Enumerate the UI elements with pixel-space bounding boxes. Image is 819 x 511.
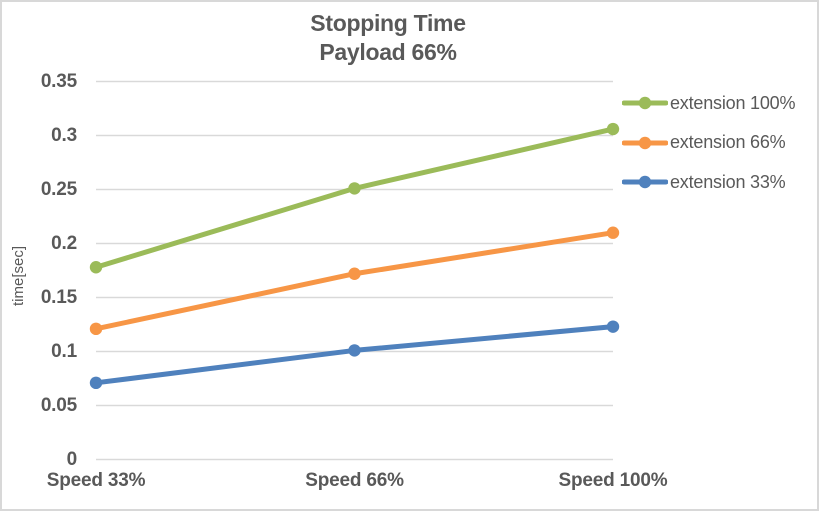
legend-label: extension 33%: [670, 171, 786, 192]
y-tick-label: 0.1: [51, 340, 77, 362]
data-point-marker: [348, 344, 361, 357]
chart-title-block: Stopping Time Payload 66%: [0, 9, 776, 67]
data-point-marker: [606, 320, 620, 333]
data-point-marker: [348, 182, 361, 195]
data-point-marker: [89, 376, 103, 390]
x-category-label: Speed 33%: [46, 470, 146, 491]
y-tick-label: 0.3: [51, 124, 77, 146]
data-point-marker: [89, 322, 103, 336]
y-tick-label: 0.2: [51, 232, 77, 254]
data-point-marker: [89, 261, 103, 274]
y-axis-tick-labels: 0 0.05 0.1 0.15 0.2 0.25 0.3 0.35: [0, 0, 77, 511]
data-point-marker: [606, 226, 620, 239]
x-category-label: Speed 66%: [305, 470, 404, 491]
x-category-label: Speed 100%: [558, 470, 668, 491]
y-tick-label: 0.35: [40, 70, 77, 92]
legend-key-icon: [622, 96, 668, 110]
legend-item-extension-100: extension 100%: [622, 90, 795, 116]
legend-item-extension-33: extension 33%: [622, 169, 786, 195]
legend-key-icon: [622, 136, 668, 149]
y-tick-label: 0.05: [40, 394, 77, 416]
data-point-marker: [348, 267, 361, 280]
series-extension-100: [89, 122, 620, 274]
y-tick-label: 0.25: [40, 178, 77, 200]
series-extension-66: [89, 226, 620, 336]
chart-title: Stopping Time: [310, 10, 466, 36]
data-point-marker: [606, 122, 620, 136]
y-tick-label: 0.15: [40, 286, 77, 308]
legend-label: extension 66%: [670, 132, 786, 152]
series-extension-33: [89, 320, 620, 390]
legend-item-extension-66: extension 66%: [622, 130, 786, 156]
legend-key-icon: [622, 175, 668, 189]
series-line: [93, 230, 616, 332]
y-tick-label: 0: [66, 448, 78, 470]
chart-subtitle: Payload 66%: [319, 39, 457, 65]
legend-label: extension 100%: [670, 92, 796, 113]
